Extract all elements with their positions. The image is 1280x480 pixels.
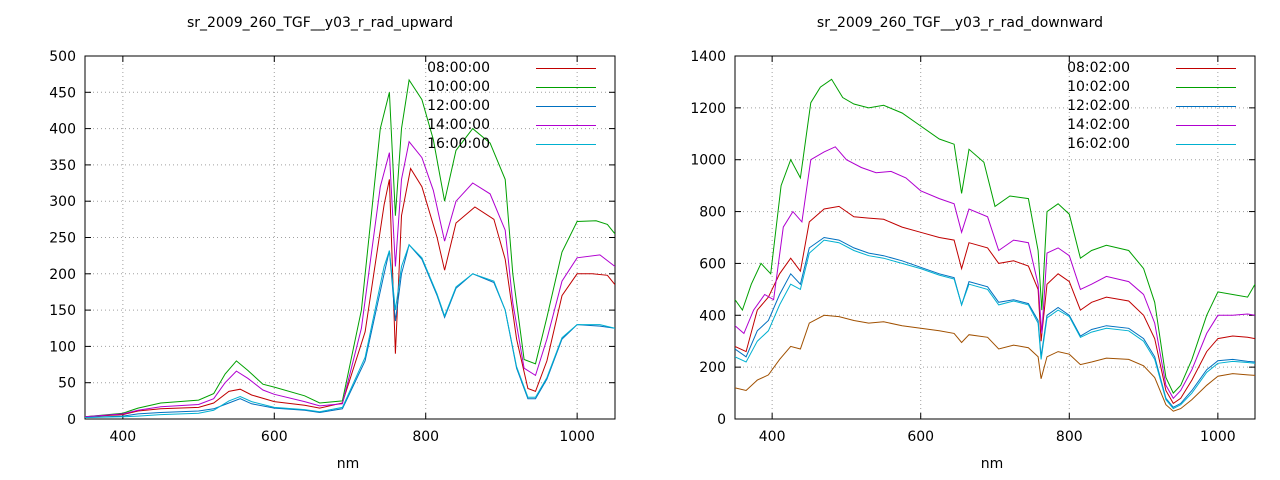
- x-tick-label: 400: [109, 429, 136, 445]
- chart-plot-area-downward: 0 200 400 600 800 1000 1200 1400 400 600 800 1000: [690, 49, 1256, 445]
- legend-swatch: [1176, 87, 1236, 88]
- legend-entry: 08:02:00: [996, 58, 1236, 78]
- series-line-120200: [735, 236, 1255, 408]
- legend-label: 12:00:00: [427, 98, 490, 114]
- y-tick-label: 250: [49, 231, 76, 247]
- legend-entry: 16:00:00: [356, 134, 596, 154]
- y-tick-label: 200: [49, 267, 76, 283]
- x-tick-label: 1000: [1200, 429, 1236, 445]
- chart-title: sr_2009_260_TGF__y03_r_rad_downward: [816, 15, 1104, 31]
- y-tick-label: 1400: [690, 49, 726, 65]
- x-tick-label: 600: [907, 429, 934, 445]
- legend-entry: 16:02:00: [996, 134, 1236, 154]
- y-tick-label: 800: [699, 205, 726, 221]
- chart-plot-area-upward: 0 50 100 150 200 250 300 350 400 450 500 400 600 800 1…: [49, 49, 616, 445]
- legend-swatch: [1176, 144, 1236, 145]
- legend-label: 10:02:00: [1067, 79, 1130, 95]
- series-line-140000: [85, 140, 615, 418]
- series-line-unnamed-5: [735, 314, 1255, 412]
- plot-frame: [84, 55, 616, 420]
- series-line-160000: [85, 243, 615, 418]
- legend-swatch: [536, 106, 596, 107]
- y-tick-label: 600: [699, 256, 726, 272]
- y-tick-label: 350: [49, 158, 76, 174]
- y-tick-label: 300: [49, 194, 76, 210]
- x-tick-label: 800: [412, 429, 439, 445]
- legend-swatch: [1176, 68, 1236, 69]
- legend-entry: 14:02:00: [996, 115, 1236, 135]
- legend-entry: 10:00:00: [356, 77, 596, 97]
- y-tick-label: 0: [717, 412, 726, 428]
- y-tick-label: 150: [49, 303, 76, 319]
- x-tick-label: 600: [261, 429, 288, 445]
- chart-upward: sr_2009_260_TGF__y03_r_rad_upward 0 50 100…: [49, 15, 616, 472]
- x-tick-label: 1000: [559, 429, 595, 445]
- series-line-160200: [735, 239, 1255, 410]
- legend-entry: 08:00:00: [356, 58, 596, 78]
- y-tick-label: 500: [49, 49, 76, 65]
- x-axis-label: nm: [980, 456, 1004, 472]
- legend-label: 14:00:00: [427, 117, 490, 133]
- series-line-080200: [735, 205, 1255, 405]
- y-tick-label: 50: [58, 376, 76, 392]
- x-tick-label: 800: [1056, 429, 1083, 445]
- x-axis-label: nm: [336, 456, 360, 472]
- chart-title: sr_2009_260_TGF__y03_r_rad_upward: [186, 15, 454, 31]
- legend-entry: 10:02:00: [996, 77, 1236, 97]
- legend-entry: 12:00:00: [356, 96, 596, 116]
- legend-label: 08:02:00: [1067, 60, 1130, 76]
- y-tick-label: 0: [67, 412, 76, 428]
- y-tick-label: 1200: [690, 101, 726, 117]
- legend-label: 08:00:00: [427, 60, 490, 76]
- y-tick-label: 1000: [690, 153, 726, 169]
- legend-swatch: [536, 68, 596, 69]
- legend-swatch: [536, 87, 596, 88]
- y-tick-label: 400: [699, 308, 726, 324]
- series-line-140200: [735, 146, 1255, 400]
- series-line-100200: [735, 78, 1255, 394]
- legend-swatch: [1176, 125, 1236, 126]
- legend-label: 10:00:00: [427, 79, 490, 95]
- y-tick-label: 450: [49, 85, 76, 101]
- y-tick-label: 400: [49, 122, 76, 138]
- chart-downward: sr_2009_260_TGF__y03_r_rad_downward 0 200…: [640, 0, 1280, 480]
- y-tick-label: 200: [699, 360, 726, 376]
- legend-entry: 14:00:00: [356, 115, 596, 135]
- legend-swatch: [536, 144, 596, 145]
- legend-label: 16:00:00: [427, 136, 490, 152]
- legend-label: 16:02:00: [1067, 136, 1130, 152]
- legend-swatch: [1176, 106, 1236, 107]
- series-line-080000: [85, 167, 615, 418]
- legend-label: 12:02:00: [1067, 98, 1130, 114]
- x-tick-label: 400: [759, 429, 786, 445]
- legend-swatch: [536, 125, 596, 126]
- legend-label: 14:02:00: [1067, 117, 1130, 133]
- legend-entry: 12:02:00: [996, 96, 1236, 116]
- y-tick-label: 100: [49, 339, 76, 355]
- series-line-100000: [85, 78, 615, 418]
- plot-frame: [734, 55, 1256, 420]
